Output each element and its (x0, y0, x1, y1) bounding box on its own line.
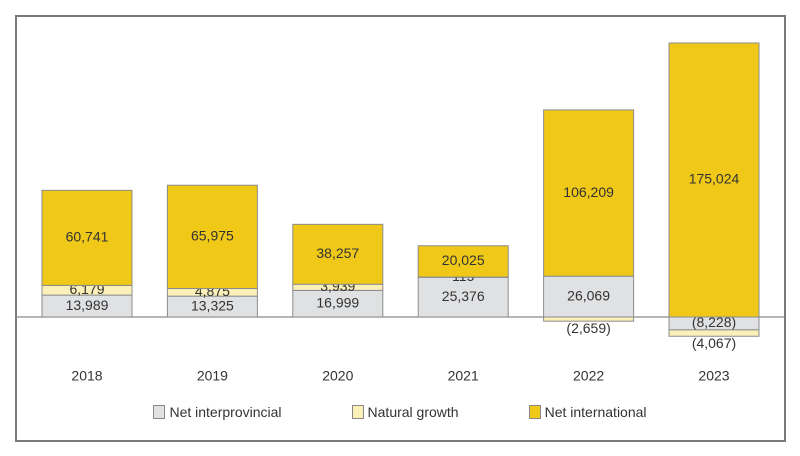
bar-segment (292, 289, 384, 318)
legend-item-interprovincial: Net interprovincial (153, 404, 282, 420)
legend-label: Natural growth (367, 404, 459, 420)
x-tick-label: 2019 (197, 368, 228, 384)
legend-swatch (528, 405, 541, 419)
data-label: 13,989 (66, 297, 109, 313)
data-label: 60,741 (66, 229, 109, 245)
data-label: 25,376 (442, 288, 485, 304)
data-label: 106,209 (563, 184, 614, 200)
x-tick-label: 2023 (698, 368, 729, 384)
bar-segment (417, 245, 509, 278)
bar-segment (543, 316, 635, 322)
data-label: 65,975 (191, 228, 234, 244)
legend-item-international: Net international (528, 404, 647, 420)
legend-label: Net international (544, 404, 647, 420)
bar-segment (668, 42, 760, 318)
bar-segment (543, 109, 635, 277)
x-tick-label: 2021 (448, 368, 479, 384)
data-label: (2,659) (566, 320, 610, 336)
data-label: 13,325 (191, 297, 234, 313)
data-label: 20,025 (442, 252, 485, 268)
legend-swatch (351, 405, 364, 419)
legend: Net interprovincial Natural growth Net i… (0, 404, 800, 420)
bar-segment (41, 189, 133, 286)
chart-frame (15, 15, 786, 442)
x-tick-label: 2022 (573, 368, 604, 384)
legend-label: Net interprovincial (169, 404, 282, 420)
x-tick-label: 2018 (71, 368, 102, 384)
bar-segment (417, 276, 509, 318)
bar-segment (543, 275, 635, 318)
legend-item-natural: Natural growth (351, 404, 459, 420)
data-label: 175,024 (689, 171, 740, 187)
bar-segment (292, 223, 384, 285)
legend-swatch (153, 405, 166, 419)
bar-segment (166, 184, 258, 290)
x-tick-label: 2020 (322, 368, 353, 384)
data-label: 38,257 (316, 245, 359, 261)
data-label: 16,999 (316, 294, 359, 310)
data-label: 26,069 (567, 287, 610, 303)
data-label: (4,067) (692, 335, 736, 351)
data-label: (8,228) (692, 314, 736, 330)
bar-segment (668, 329, 760, 337)
